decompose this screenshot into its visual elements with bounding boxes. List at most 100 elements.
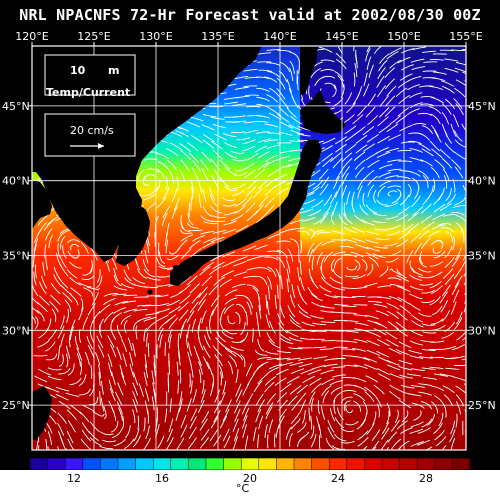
current-vector xyxy=(224,142,238,148)
current-vector xyxy=(80,242,89,254)
current-vector xyxy=(201,167,209,181)
current-vector xyxy=(220,307,226,321)
current-vector xyxy=(409,329,423,337)
current-vector xyxy=(419,256,427,268)
current-vector xyxy=(377,403,380,418)
current-vector xyxy=(146,168,160,173)
current-vector xyxy=(53,274,62,287)
current-vector xyxy=(190,408,198,422)
current-vector xyxy=(198,369,202,384)
current-vector xyxy=(319,284,332,293)
current-vector xyxy=(225,399,232,413)
current-vector xyxy=(409,260,416,273)
current-vector xyxy=(309,391,316,405)
current-vector xyxy=(276,357,291,361)
current-vector xyxy=(467,117,476,127)
current-vector xyxy=(98,364,102,379)
current-vector xyxy=(386,51,399,60)
current-vector xyxy=(168,131,182,137)
current-vector xyxy=(391,438,402,450)
current-vector xyxy=(120,372,127,386)
current-vector xyxy=(344,125,357,135)
current-vector xyxy=(198,399,205,413)
current-vector xyxy=(386,85,397,97)
current-vector xyxy=(456,311,463,325)
colorbar-swatch xyxy=(100,458,119,470)
current-vector xyxy=(343,364,358,367)
current-vector xyxy=(231,115,246,118)
current-vector xyxy=(180,159,190,171)
current-vector xyxy=(321,385,332,396)
current-vector xyxy=(407,170,421,177)
current-vector xyxy=(144,387,150,402)
current-vector xyxy=(32,306,40,314)
current-vector xyxy=(400,141,415,144)
current-vector xyxy=(398,231,411,240)
current-vector xyxy=(324,82,336,90)
current-vector xyxy=(211,175,219,188)
current-vector xyxy=(450,420,455,435)
current-vector xyxy=(234,198,247,207)
current-vector xyxy=(134,256,140,271)
current-vector xyxy=(255,349,268,356)
current-vector xyxy=(213,276,225,286)
current-vector xyxy=(322,390,330,404)
current-vector xyxy=(43,220,54,231)
current-vector xyxy=(320,59,335,63)
current-vector xyxy=(258,415,264,430)
current-vector xyxy=(113,267,119,282)
colorbar-swatch xyxy=(223,458,242,470)
current-vector xyxy=(32,253,36,268)
current-vector xyxy=(365,375,378,383)
current-vector xyxy=(267,266,277,277)
current-vector xyxy=(224,329,238,335)
current-vector xyxy=(443,175,448,189)
current-vector xyxy=(155,168,165,179)
current-vector xyxy=(103,311,114,323)
current-vector xyxy=(166,428,173,442)
current-vector xyxy=(344,320,359,323)
colorbar-swatch xyxy=(382,458,400,470)
current-vector xyxy=(444,273,455,285)
current-vector xyxy=(367,319,381,326)
current-vector xyxy=(155,302,169,307)
current-vector xyxy=(118,407,123,421)
lon-tick-label: 140°E xyxy=(263,30,296,43)
current-vector xyxy=(453,289,460,303)
current-vector xyxy=(432,71,447,75)
current-vector xyxy=(240,354,246,368)
current-vector xyxy=(422,50,437,53)
current-vector xyxy=(198,194,202,209)
current-vector xyxy=(264,197,275,208)
current-vector xyxy=(385,215,399,220)
current-vector xyxy=(224,347,237,357)
current-vector xyxy=(258,304,262,319)
current-vector xyxy=(232,283,246,288)
current-vector xyxy=(409,148,423,153)
current-vector xyxy=(132,435,141,448)
current-vector xyxy=(379,266,389,277)
current-vector xyxy=(144,249,149,264)
current-vector xyxy=(276,249,288,259)
current-vector xyxy=(379,95,389,107)
current-vector xyxy=(161,212,168,227)
current-vector xyxy=(198,317,202,332)
current-vector xyxy=(75,336,80,350)
current-vector xyxy=(232,183,246,189)
current-vector xyxy=(418,391,432,396)
colorbar-swatch xyxy=(294,458,312,470)
current-vector xyxy=(374,246,389,249)
current-vector xyxy=(241,145,256,152)
current-vector xyxy=(302,198,316,205)
current-vector xyxy=(387,168,402,172)
current-vector xyxy=(123,308,138,314)
current-vector xyxy=(44,421,53,434)
current-vector xyxy=(287,305,296,318)
current-vector xyxy=(290,412,300,424)
current-vector xyxy=(266,301,270,316)
current-vector xyxy=(145,239,150,253)
current-vector xyxy=(78,282,92,288)
current-vector xyxy=(441,284,451,297)
current-vector xyxy=(332,251,346,257)
hokkaido-land xyxy=(300,90,346,134)
